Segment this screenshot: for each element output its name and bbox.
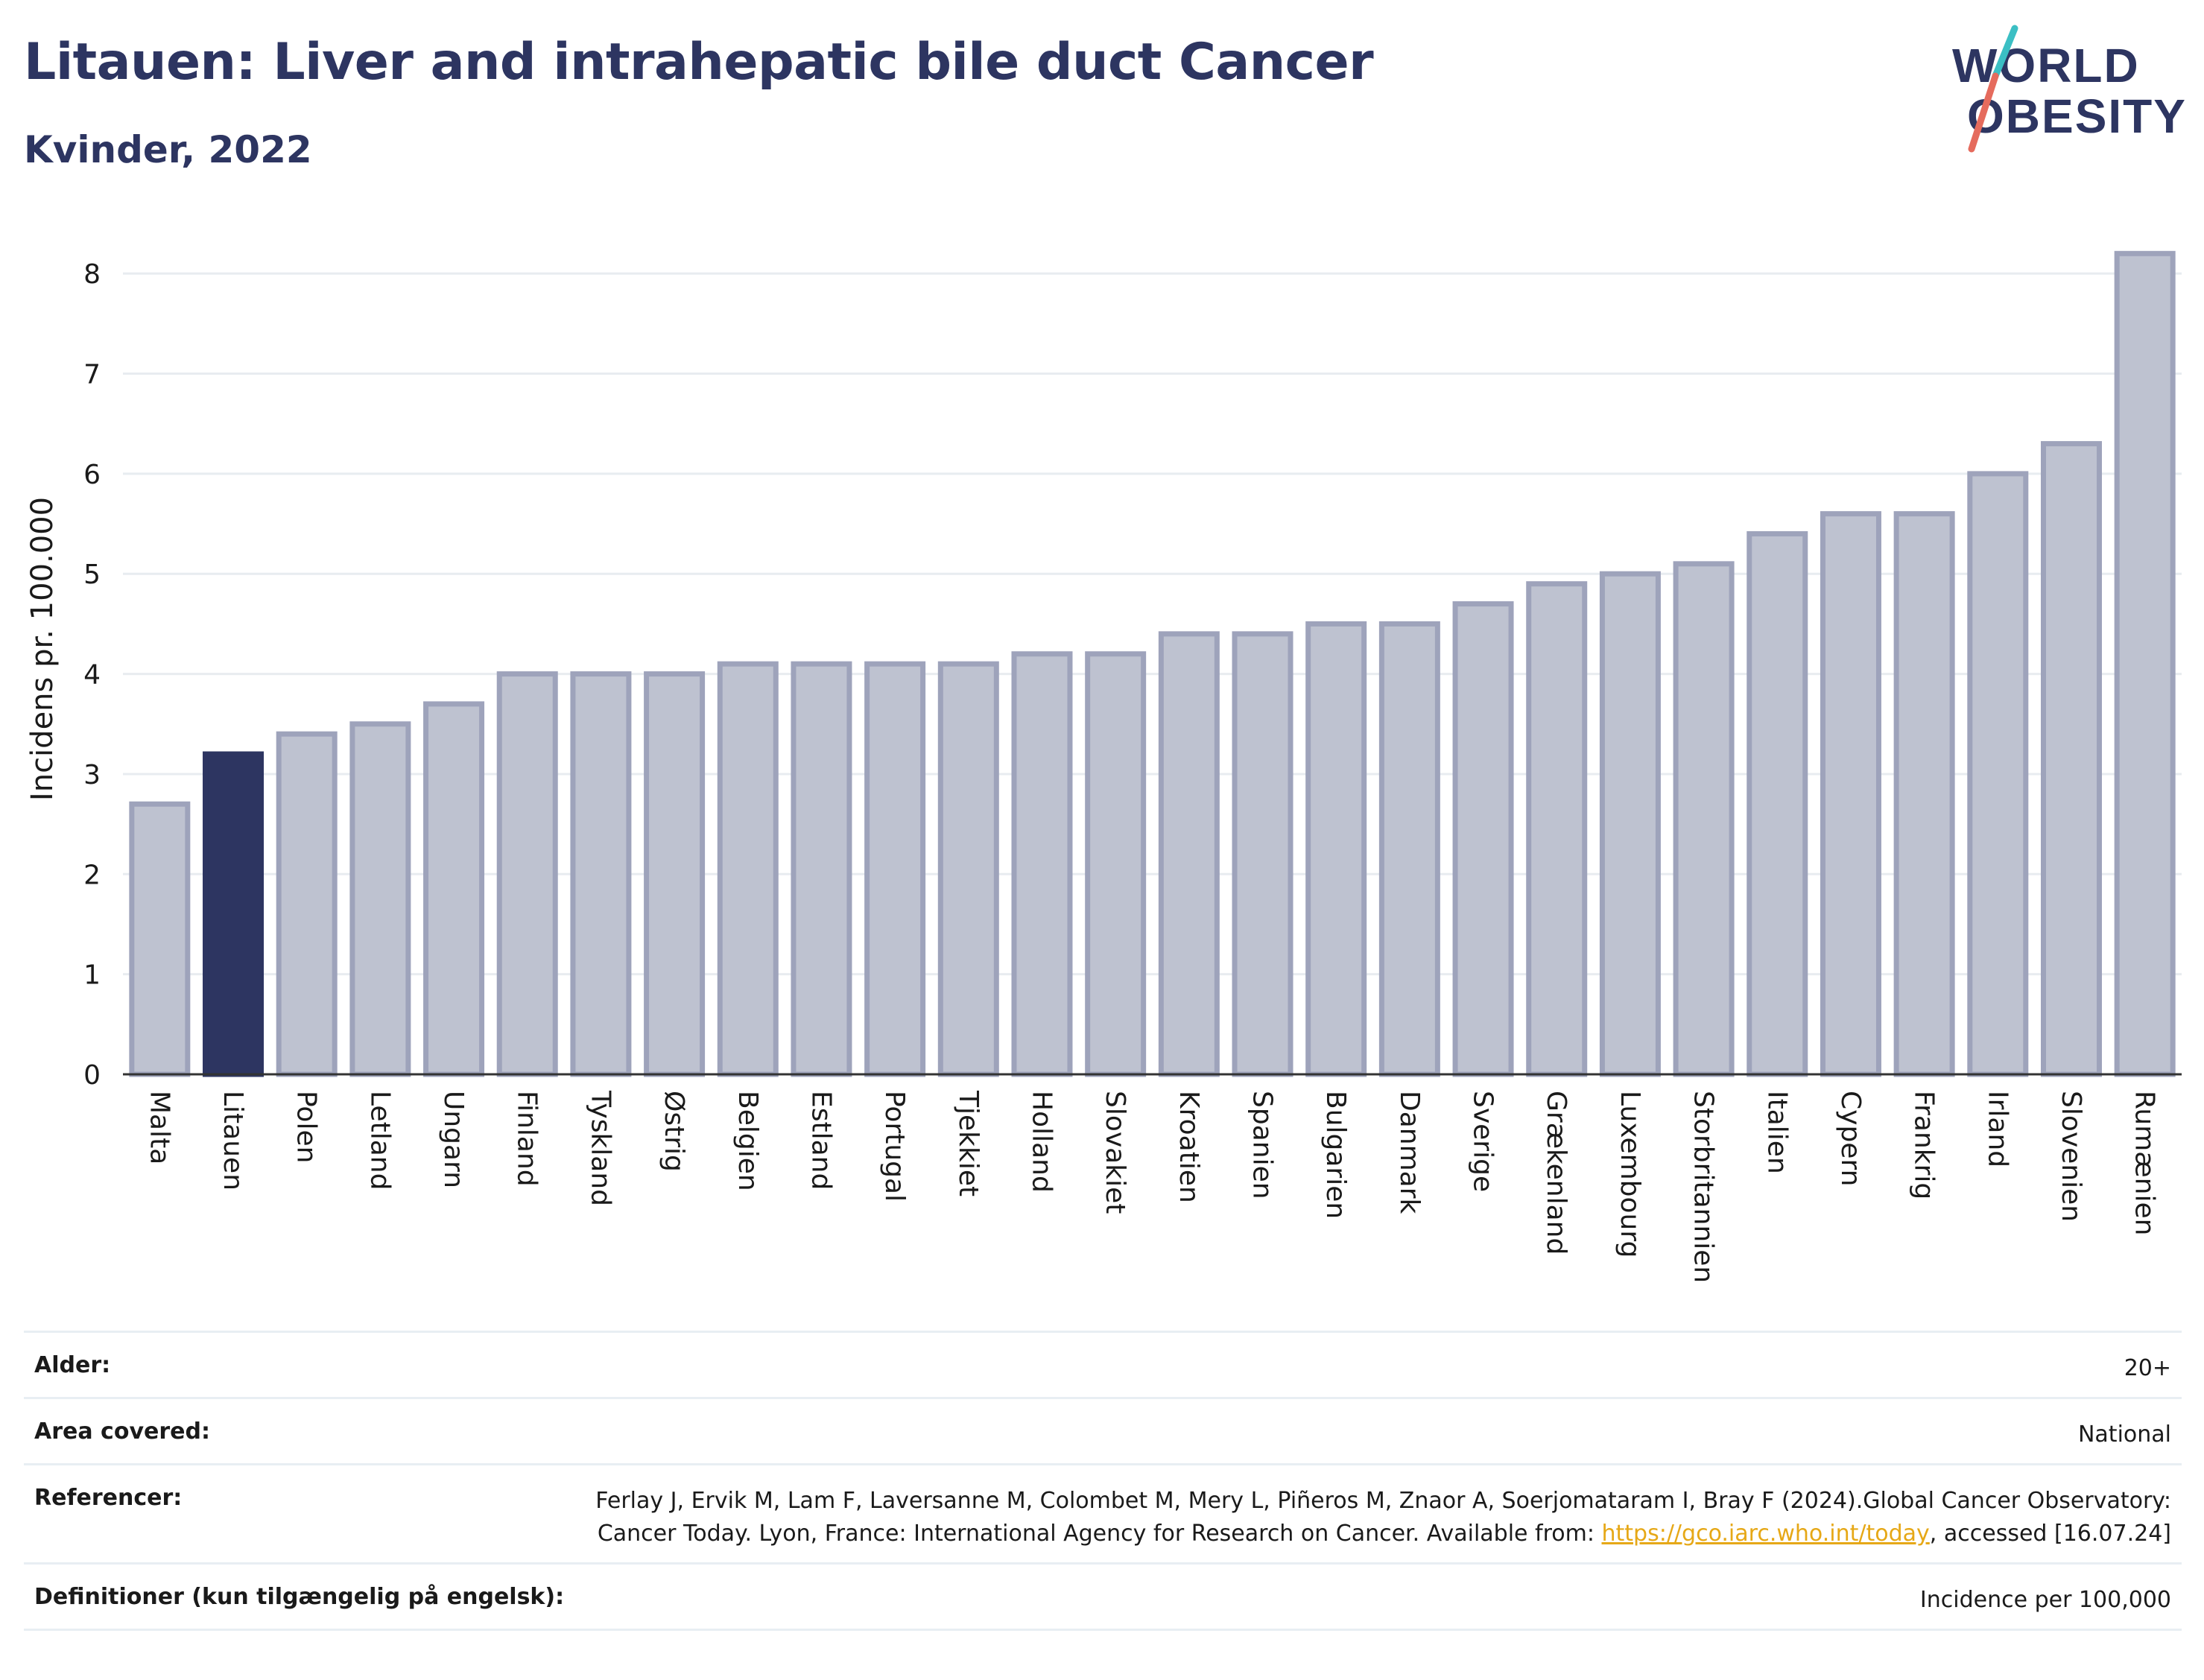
bar-rumænien	[2114, 250, 2176, 1077]
bar-kroatien	[1158, 631, 1220, 1077]
area-label: Area covered:	[34, 1419, 210, 1445]
y-tick-label: 0	[83, 1060, 101, 1091]
x-tick-label: Ungarn	[438, 1091, 469, 1188]
age-value: 20+	[2124, 1355, 2171, 1381]
y-tick-label: 8	[83, 259, 101, 290]
logo-slash-teal	[1992, 25, 2018, 80]
x-tick-label: Storbritannien	[1688, 1091, 1719, 1283]
y-axis-label: Incidens pr. 100.000	[25, 497, 60, 801]
y-tick-label: 4	[83, 660, 101, 691]
bar-italien	[1747, 530, 1808, 1077]
bar-malta	[129, 801, 191, 1077]
info-row-age: Alder: 20+	[24, 1333, 2182, 1399]
info-table: Alder: 20+ Area covered: National Refere…	[24, 1331, 2182, 1631]
age-label: Alder:	[34, 1352, 111, 1378]
x-tick-label: Italien	[1761, 1091, 1792, 1174]
x-tick-label: Rumænien	[2129, 1091, 2160, 1235]
x-tick-label: Spanien	[1247, 1091, 1278, 1199]
bar-sverige	[1452, 601, 1514, 1077]
y-tick-label: 5	[83, 560, 101, 590]
logo-slash-coral	[1968, 72, 1999, 153]
references-value: Ferlay J, Ervik M, Lam F, Laversanne M, …	[547, 1485, 2171, 1550]
y-tick-label: 7	[83, 360, 101, 390]
bar-letland	[349, 721, 411, 1077]
bar-ungarn	[423, 701, 485, 1077]
area-value: National	[2077, 1421, 2171, 1448]
x-tick-label: Østrig	[659, 1091, 689, 1172]
x-tick-label: Finland	[512, 1091, 542, 1187]
x-tick-label: Letland	[364, 1091, 395, 1190]
bar-grækenland	[1526, 581, 1588, 1077]
references-accessed: , accessed [16.07.24]	[1929, 1521, 2171, 1547]
bar-chart: 0 1 2 3 4 5 6 7 8 Malta Litauen Polen Letland Ungarn…	[25, 250, 2182, 1283]
bar-østrig	[644, 671, 706, 1077]
x-tick-label: Malta	[144, 1091, 174, 1164]
bar-portugal	[864, 661, 926, 1077]
bar-irland	[1967, 471, 2029, 1077]
x-tick-label: Irland	[1982, 1091, 2013, 1167]
x-tick-label: Luxembourg	[1615, 1091, 1645, 1258]
y-tick-label: 2	[83, 860, 101, 890]
bars-layer	[129, 250, 2176, 1077]
x-tick-label: Estland	[805, 1091, 836, 1190]
logo-word-world: WORLD	[1952, 39, 2140, 92]
bar-holland	[1011, 651, 1073, 1077]
x-tick-label: Bulgarien	[1320, 1091, 1351, 1219]
bar-estland	[791, 661, 852, 1077]
bar-danmark	[1378, 621, 1440, 1077]
page-subtitle: Kvinder, 2022	[24, 128, 312, 171]
info-row-area: Area covered: National	[24, 1399, 2182, 1465]
x-tick-label: Grækenland	[1541, 1091, 1571, 1255]
x-tick-label: Litauen	[218, 1091, 248, 1191]
page-title: Litauen: Liver and intrahepatic bile duc…	[24, 33, 1374, 92]
logo-word-obesity: OBESITY	[1967, 89, 2187, 143]
references-text: Ferlay J, Ervik M, Lam F, Laversanne M, …	[595, 1488, 2171, 1547]
world-obesity-logo: WORLD OBESITY	[1952, 25, 2187, 153]
x-tick-label: Portugal	[879, 1091, 910, 1202]
bar-slovenien	[2040, 441, 2102, 1077]
info-row-references: Referencer: Ferlay J, Ervik M, Lam F, La…	[24, 1465, 2182, 1565]
bar-belgien	[717, 661, 779, 1077]
bar-polen	[276, 731, 338, 1077]
bar-litauen	[203, 751, 265, 1077]
x-tick-label: Kroatien	[1174, 1091, 1204, 1203]
x-tick-label: Slovenien	[2056, 1091, 2086, 1222]
x-tick-label: Sverige	[1468, 1091, 1498, 1192]
x-tick-label: Slovakiet	[1100, 1091, 1130, 1214]
bar-luxembourg	[1599, 571, 1661, 1077]
bar-bulgarien	[1305, 621, 1367, 1077]
bar-spanien	[1232, 631, 1293, 1077]
definitions-value: Incidence per 100,000	[1919, 1587, 2171, 1613]
y-tick-label: 1	[83, 960, 101, 991]
x-tick-label: Tjekkiet	[953, 1090, 984, 1196]
bar-tjekkiet	[937, 661, 999, 1077]
x-tick-label: Danmark	[1394, 1091, 1425, 1214]
x-tick-label: Holland	[1026, 1091, 1057, 1193]
y-tick-labels: 0 1 2 3 4 5 6 7 8	[83, 259, 101, 1091]
references-link[interactable]: https://gco.iarc.who.int/today	[1601, 1521, 1930, 1547]
references-label: Referencer:	[34, 1485, 183, 1511]
bar-storbritannien	[1673, 561, 1735, 1077]
definitions-label: Definitioner (kun tilgængelig på engelsk…	[34, 1584, 565, 1610]
bar-slovakiet	[1085, 651, 1147, 1077]
info-row-definitions: Definitioner (kun tilgængelig på engelsk…	[24, 1565, 2182, 1631]
x-tick-label: Frankrig	[1909, 1091, 1939, 1199]
bar-frankrig	[1893, 511, 1955, 1077]
x-tick-labels: Malta Litauen Polen Letland Ungarn Finland Tys…	[144, 1090, 2159, 1283]
x-tick-label: Cypern	[1835, 1091, 1866, 1186]
y-tick-label: 3	[83, 760, 101, 790]
x-tick-label: Polen	[291, 1091, 322, 1163]
x-tick-label: Belgien	[732, 1091, 763, 1191]
x-tick-label: Tyskland	[585, 1090, 615, 1206]
y-tick-label: 6	[83, 460, 101, 490]
bar-cypern	[1820, 511, 1881, 1077]
bar-finland	[496, 671, 558, 1077]
bar-tyskland	[570, 671, 632, 1077]
